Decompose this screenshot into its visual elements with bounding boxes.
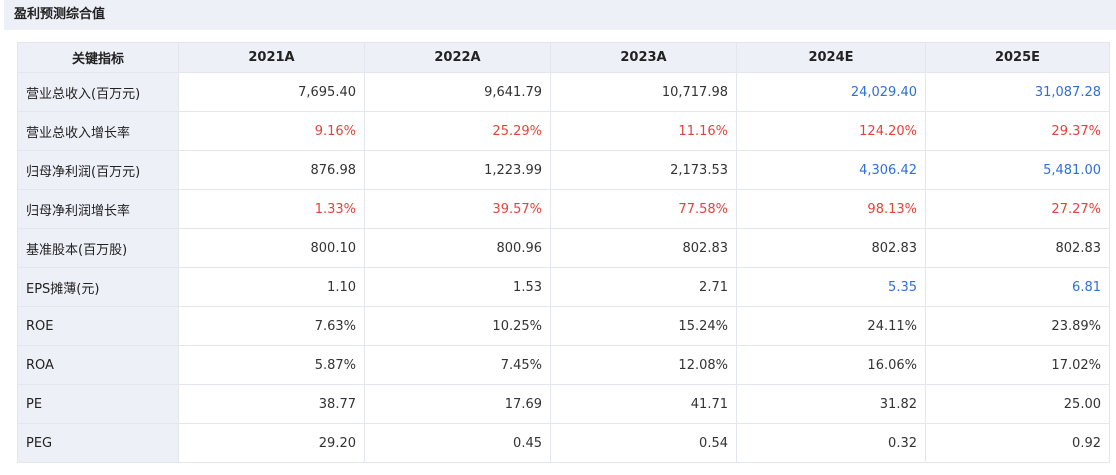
table-cell: 7.45% xyxy=(364,345,551,385)
table-cell: 5,481.00 xyxy=(925,150,1110,190)
table-cell: 800.10 xyxy=(178,228,365,268)
table-cell: 24,029.40 xyxy=(736,72,926,112)
table-row: 营业总收入(百万元) 7,695.40 9,641.79 10,717.98 24,02… xyxy=(17,72,1110,112)
column-header-metric: 关键指标 xyxy=(17,42,179,73)
table-cell: 41.71 xyxy=(550,384,737,424)
table-cell: 77.58% xyxy=(550,189,737,229)
table-row: ROA 5.87% 7.45% 12.08% 16.06% 17.02% xyxy=(17,345,1110,385)
table-cell: 15.24% xyxy=(550,306,737,346)
table-cell: 10.25% xyxy=(364,306,551,346)
table-cell: 12.08% xyxy=(550,345,737,385)
table-cell: 1,223.99 xyxy=(364,150,551,190)
table-cell: 23.89% xyxy=(925,306,1110,346)
row-label: 营业总收入增长率 xyxy=(17,111,179,151)
table-cell: 39.57% xyxy=(364,189,551,229)
panel-header: 盈利预测综合值 xyxy=(4,0,1116,30)
table-row: EPS摊薄(元) 1.10 1.53 2.71 5.35 6.81 xyxy=(17,267,1110,307)
table-header: 关键指标 2021A 2022A 2023A 2024E 2025E xyxy=(17,42,1110,73)
table-cell: 25.00 xyxy=(925,384,1110,424)
table-cell: 17.69 xyxy=(364,384,551,424)
table-cell: 2,173.53 xyxy=(550,150,737,190)
table-cell: 31.82 xyxy=(736,384,926,424)
table-cell: 29.37% xyxy=(925,111,1110,151)
table-cell: 5.87% xyxy=(178,345,365,385)
table-cell: 0.92 xyxy=(925,423,1110,463)
column-header-2022a: 2022A xyxy=(364,42,551,73)
table-cell: 25.29% xyxy=(364,111,551,151)
row-label: ROA xyxy=(17,345,179,385)
row-label: 归母净利润(百万元) xyxy=(17,150,179,190)
table-cell: 802.83 xyxy=(925,228,1110,268)
column-header-2024e: 2024E xyxy=(736,42,926,73)
table-cell: 16.06% xyxy=(736,345,926,385)
table-cell: 27.27% xyxy=(925,189,1110,229)
row-label: 基准股本(百万股) xyxy=(17,228,179,268)
column-header-2021a: 2021A xyxy=(178,42,365,73)
column-header-2025e: 2025E xyxy=(925,42,1110,73)
table-cell: 9.16% xyxy=(178,111,365,151)
table-cell: 1.33% xyxy=(178,189,365,229)
row-label: PE xyxy=(17,384,179,424)
table-cell: 17.02% xyxy=(925,345,1110,385)
table-row: ROE 7.63% 10.25% 15.24% 24.11% 23.89% xyxy=(17,306,1110,346)
table-cell: 7.63% xyxy=(178,306,365,346)
table-row: PEG 29.20 0.45 0.54 0.32 0.92 xyxy=(17,423,1110,463)
table-cell: 29.20 xyxy=(178,423,365,463)
row-label: 营业总收入(百万元) xyxy=(17,72,179,112)
table-cell: 2.71 xyxy=(550,267,737,307)
table-body: 营业总收入(百万元) 7,695.40 9,641.79 10,717.98 24,02… xyxy=(17,72,1110,463)
table-row: 营业总收入增长率 9.16% 25.29% 11.16% 124.20% 29.37% xyxy=(17,111,1110,151)
table-cell: 4,306.42 xyxy=(736,150,926,190)
table-cell: 1.10 xyxy=(178,267,365,307)
table-row: 归母净利润增长率 1.33% 39.57% 77.58% 98.13% 27.27% xyxy=(17,189,1110,229)
table-cell: 10,717.98 xyxy=(550,72,737,112)
table-row: 归母净利润(百万元) 876.98 1,223.99 2,173.53 4,306.42… xyxy=(17,150,1110,190)
table-cell: 9,641.79 xyxy=(364,72,551,112)
table-cell: 800.96 xyxy=(364,228,551,268)
column-header-2023a: 2023A xyxy=(550,42,737,73)
table-cell: 31,087.28 xyxy=(925,72,1110,112)
panel-title: 盈利预测综合值 xyxy=(14,7,106,22)
table-cell: 6.81 xyxy=(925,267,1110,307)
table-cell: 98.13% xyxy=(736,189,926,229)
table-cell: 124.20% xyxy=(736,111,926,151)
table-cell: 5.35 xyxy=(736,267,926,307)
row-label: EPS摊薄(元) xyxy=(17,267,179,307)
table-cell: 802.83 xyxy=(736,228,926,268)
table-cell: 1.53 xyxy=(364,267,551,307)
row-label: 归母净利润增长率 xyxy=(17,189,179,229)
table-row: PE 38.77 17.69 41.71 31.82 25.00 xyxy=(17,384,1110,424)
forecast-table: 关键指标 2021A 2022A 2023A 2024E 2025E 营业总收入… xyxy=(17,42,1110,463)
table-cell: 0.32 xyxy=(736,423,926,463)
table-cell: 0.45 xyxy=(364,423,551,463)
table-cell: 11.16% xyxy=(550,111,737,151)
table-cell: 0.54 xyxy=(550,423,737,463)
table-cell: 802.83 xyxy=(550,228,737,268)
table-cell: 24.11% xyxy=(736,306,926,346)
table-row: 基准股本(百万股) 800.10 800.96 802.83 802.83 802.83 xyxy=(17,228,1110,268)
table-cell: 876.98 xyxy=(178,150,365,190)
header-row: 关键指标 2021A 2022A 2023A 2024E 2025E xyxy=(17,42,1110,73)
table-cell: 38.77 xyxy=(178,384,365,424)
table-cell: 7,695.40 xyxy=(178,72,365,112)
row-label: ROE xyxy=(17,306,179,346)
row-label: PEG xyxy=(17,423,179,463)
